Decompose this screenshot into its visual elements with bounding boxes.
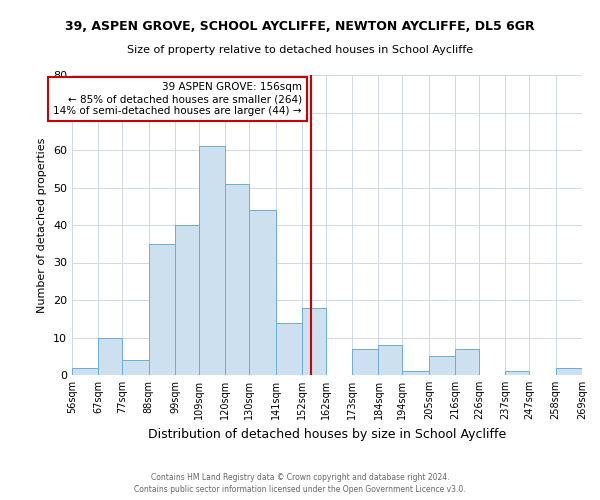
Bar (199, 146, 225, 375)
Text: Size of property relative to detached houses in School Aycliffe: Size of property relative to detached ho… (127, 45, 473, 55)
Text: 39, ASPEN GROVE, SCHOOL AYCLIFFE, NEWTON AYCLIFFE, DL5 6GR: 39, ASPEN GROVE, SCHOOL AYCLIFFE, NEWTON… (65, 20, 535, 33)
Bar (122, 360, 149, 375)
Bar (505, 371, 529, 375)
Bar (302, 308, 326, 375)
Bar (403, 371, 429, 375)
Text: Contains HM Land Registry data © Crown copyright and database right 2024.: Contains HM Land Registry data © Crown c… (151, 474, 449, 482)
Bar (352, 349, 379, 375)
Bar (379, 345, 403, 375)
Bar (225, 184, 249, 375)
Bar (429, 356, 455, 375)
Bar (249, 210, 275, 375)
Bar (149, 244, 175, 375)
Text: Contains public sector information licensed under the Open Government Licence v3: Contains public sector information licen… (134, 484, 466, 494)
Bar (455, 349, 479, 375)
Bar (72, 368, 98, 375)
Bar (275, 322, 302, 375)
X-axis label: Distribution of detached houses by size in School Aycliffe: Distribution of detached houses by size … (148, 428, 506, 440)
Bar (98, 338, 122, 375)
Y-axis label: Number of detached properties: Number of detached properties (37, 138, 47, 312)
Text: 39 ASPEN GROVE: 156sqm
← 85% of detached houses are smaller (264)
14% of semi-de: 39 ASPEN GROVE: 156sqm ← 85% of detached… (53, 82, 302, 116)
Bar (556, 368, 582, 375)
Bar (175, 225, 199, 375)
